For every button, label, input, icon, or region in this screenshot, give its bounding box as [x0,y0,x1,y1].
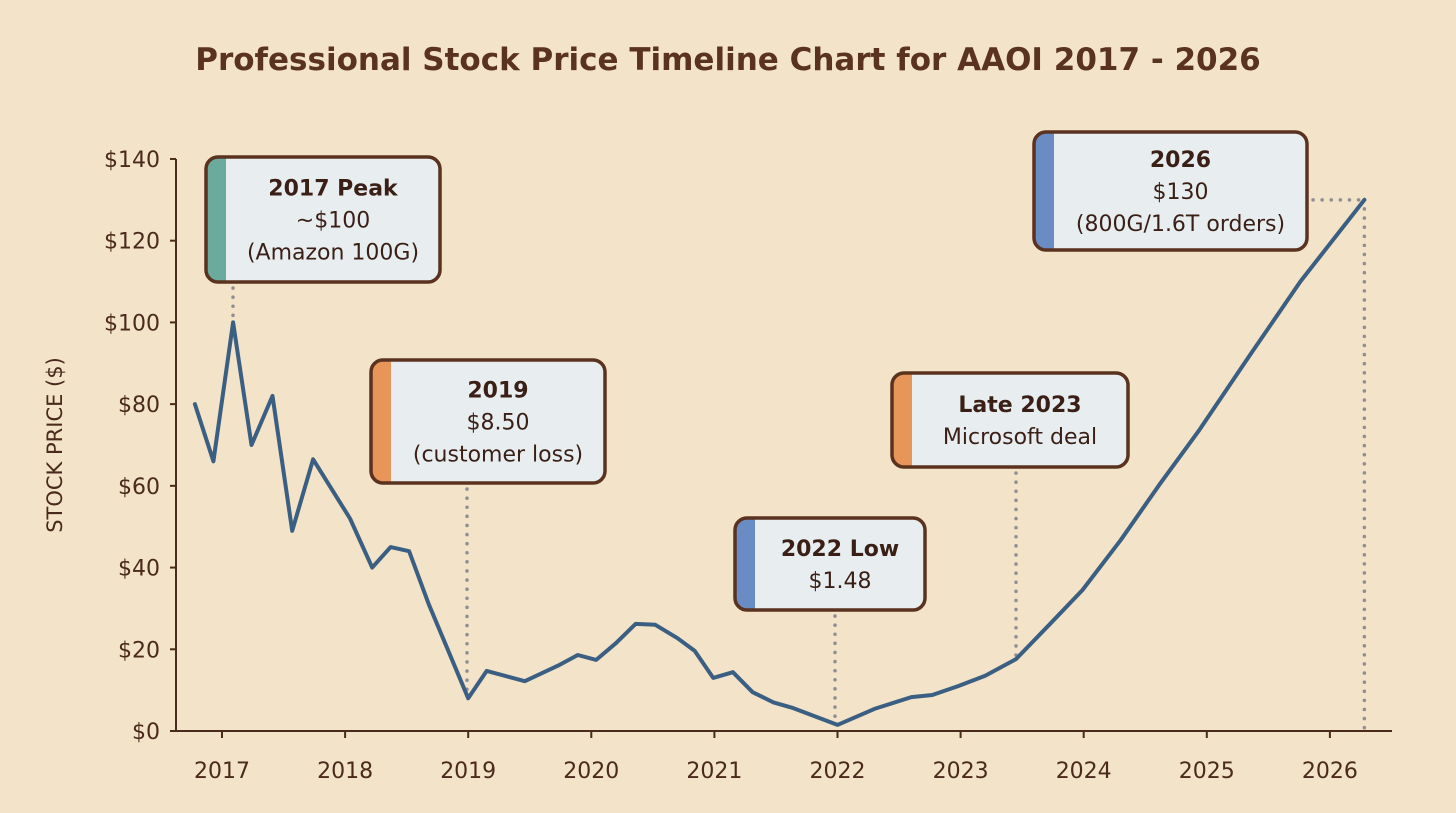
callout-text: $1.48 [809,569,872,594]
callout-text: Microsoft deal [943,425,1097,450]
callout-text: (Amazon 100G) [247,241,419,266]
callout-text: $130 [1153,180,1209,205]
annotation-callout: 2026 $130 (800G/1.6T orders) [1032,130,1309,252]
annotation-callout: 2017 Peak ~$100 (Amazon 100G) [204,155,442,284]
callout-box [206,157,440,282]
callout-text: (800G/1.6T orders) [1076,212,1285,237]
x-tick-label: 2021 [686,759,742,784]
y-tick-label: $40 [118,557,160,582]
y-tick-label: $140 [104,148,160,173]
callout-text: 2026 [1150,148,1211,173]
callout-text: 2019 [467,379,528,404]
y-axis-label: STOCK PRICE ($) [43,357,67,533]
y-tick-label: $100 [104,311,160,336]
callout-border [1032,130,1309,252]
chart-title: Professional Stock Price Timeline Chart … [195,42,1261,78]
callout-accent-bar [735,518,755,610]
x-tick-label: 2022 [810,759,866,784]
y-tick-label: $80 [118,393,160,418]
y-tick-label: $20 [118,638,160,663]
y-tick-label: $120 [104,230,160,255]
callout-border [369,358,607,485]
x-tick-label: 2020 [563,759,619,784]
callout-border [890,371,1130,469]
callout-text: Late 2023 [958,393,1081,418]
annotation-callout: Late 2023 Microsoft deal [890,371,1130,469]
callout-text: ~$100 [296,209,370,234]
y-tick-label: $0 [132,720,160,745]
callout-accent-bar [892,373,912,467]
annotation-callout: 2022 Low $1.48 [733,516,927,612]
callout-text: 2017 Peak [268,177,399,202]
price-series-line [192,197,1367,727]
y-tick-label: $60 [118,475,160,500]
callout-text: $8.50 [467,411,530,436]
x-tick-label: 2017 [194,759,250,784]
callout-box [735,518,925,610]
callout-text: 2022 Low [781,537,899,562]
callout-accent-bar [371,360,391,483]
x-tick-label: 2023 [933,759,989,784]
callout-box [892,373,1128,467]
x-tick-label: 2018 [317,759,373,784]
x-tick-label: 2019 [440,759,496,784]
callout-accent-bar [1034,132,1054,250]
callout-border [733,516,927,612]
x-tick-label: 2026 [1302,759,1358,784]
callout-box [1034,132,1307,250]
x-tick-label: 2024 [1056,759,1112,784]
x-tick-label: 2025 [1179,759,1235,784]
annotation-callout: 2019 $8.50 (customer loss) [369,358,607,485]
callout-border [204,155,442,284]
callout-box [371,360,605,483]
callout-text: (customer loss) [413,443,583,468]
callout-accent-bar [206,157,226,282]
